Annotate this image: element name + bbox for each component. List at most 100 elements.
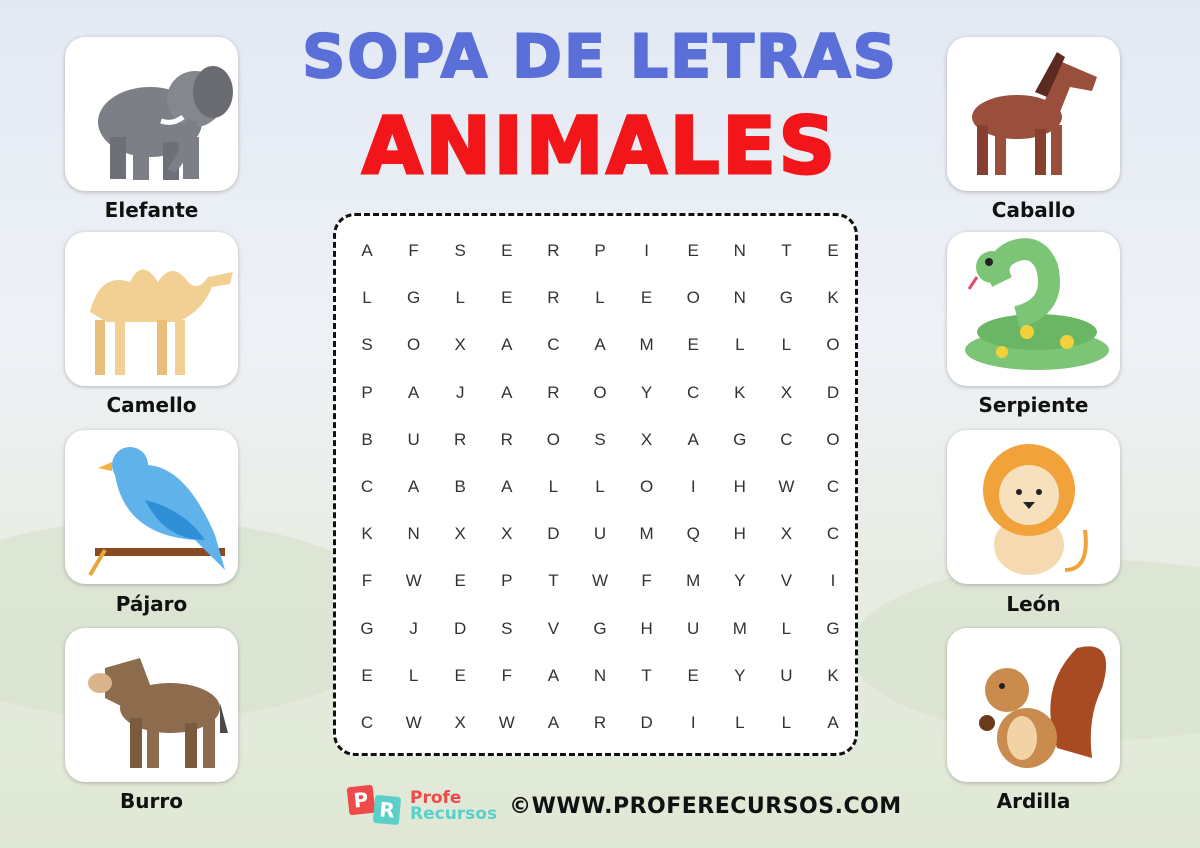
grid-letter[interactable]: U bbox=[593, 524, 607, 544]
grid-letter[interactable]: P bbox=[501, 571, 513, 591]
grid-letter[interactable]: R bbox=[547, 382, 560, 402]
grid-letter[interactable]: X bbox=[780, 524, 793, 544]
grid-letter[interactable]: T bbox=[781, 241, 792, 260]
grid-letter[interactable]: W bbox=[591, 571, 609, 591]
grid-letter[interactable]: X bbox=[780, 382, 793, 402]
grid-letter[interactable]: D bbox=[640, 713, 653, 732]
grid-letter[interactable]: F bbox=[501, 665, 512, 685]
grid-letter[interactable]: I bbox=[690, 713, 696, 732]
grid-letter[interactable]: Y bbox=[734, 571, 746, 591]
grid-letter[interactable]: A bbox=[361, 241, 373, 260]
grid-letter[interactable]: T bbox=[548, 571, 559, 591]
grid-letter[interactable]: W bbox=[778, 477, 795, 496]
grid-letter[interactable]: L bbox=[781, 713, 792, 732]
grid-letter[interactable]: C bbox=[687, 382, 700, 402]
grid-letter[interactable]: O bbox=[686, 288, 700, 308]
grid-letter[interactable]: C bbox=[826, 477, 840, 496]
grid-letter[interactable]: G bbox=[826, 618, 840, 638]
grid-letter[interactable]: G bbox=[406, 288, 421, 308]
grid-letter[interactable]: K bbox=[827, 288, 839, 308]
grid-letter[interactable]: X bbox=[640, 429, 653, 449]
grid-letter[interactable]: B bbox=[454, 477, 466, 496]
grid-letter[interactable]: C bbox=[826, 524, 840, 544]
grid-letter[interactable]: L bbox=[548, 477, 559, 496]
grid-letter[interactable]: D bbox=[826, 382, 840, 402]
grid-letter[interactable]: R bbox=[454, 429, 467, 449]
grid-letter[interactable]: H bbox=[733, 477, 746, 496]
grid-letter[interactable]: E bbox=[687, 241, 699, 260]
grid-letter[interactable]: C bbox=[780, 429, 793, 449]
grid-letter[interactable]: F bbox=[641, 571, 652, 591]
grid-letter[interactable]: L bbox=[595, 477, 605, 496]
grid-letter[interactable]: S bbox=[594, 429, 606, 449]
grid-letter[interactable]: Y bbox=[640, 382, 653, 402]
grid-letter[interactable]: N bbox=[733, 241, 746, 260]
grid-letter[interactable]: C bbox=[360, 477, 374, 496]
grid-letter[interactable]: T bbox=[641, 665, 652, 685]
grid-letter[interactable]: Q bbox=[686, 524, 700, 544]
grid-letter[interactable]: E bbox=[640, 288, 653, 308]
grid-letter[interactable]: G bbox=[360, 618, 374, 638]
grid-letter[interactable]: O bbox=[406, 335, 421, 355]
grid-letter[interactable]: A bbox=[501, 382, 513, 402]
grid-letter[interactable]: N bbox=[593, 665, 607, 685]
grid-letter[interactable]: A bbox=[407, 477, 420, 496]
grid-letter[interactable]: L bbox=[455, 288, 465, 308]
grid-letter[interactable]: I bbox=[644, 241, 649, 260]
grid-letter[interactable]: U bbox=[687, 618, 700, 638]
grid-letter[interactable]: D bbox=[454, 618, 467, 638]
grid-letter[interactable]: E bbox=[454, 665, 466, 685]
grid-letter[interactable]: J bbox=[455, 382, 465, 402]
grid-letter[interactable]: V bbox=[547, 618, 560, 638]
grid-letter[interactable]: K bbox=[361, 524, 373, 544]
grid-letter[interactable]: R bbox=[593, 713, 607, 732]
grid-letter[interactable]: P bbox=[594, 241, 606, 260]
grid-letter[interactable]: G bbox=[733, 429, 747, 449]
grid-letter[interactable]: S bbox=[501, 618, 513, 638]
grid-letter[interactable]: H bbox=[733, 524, 746, 544]
grid-letter[interactable]: L bbox=[408, 665, 419, 685]
grid-letter[interactable]: W bbox=[405, 713, 422, 732]
grid-letter[interactable]: X bbox=[454, 524, 466, 544]
grid-letter[interactable]: J bbox=[409, 618, 418, 638]
grid-letter[interactable]: F bbox=[361, 571, 373, 591]
grid-letter[interactable]: X bbox=[454, 335, 466, 355]
grid-letter[interactable]: N bbox=[407, 524, 420, 544]
grid-letter[interactable]: M bbox=[732, 618, 747, 638]
grid-letter[interactable]: A bbox=[501, 335, 513, 355]
grid-letter[interactable]: A bbox=[547, 713, 560, 732]
grid-letter[interactable]: G bbox=[593, 618, 607, 638]
grid-letter[interactable]: L bbox=[735, 713, 745, 732]
grid-letter[interactable]: R bbox=[500, 429, 513, 449]
website-url[interactable]: ©WWW.PROFERECURSOS.COM bbox=[509, 794, 902, 819]
grid-letter[interactable]: L bbox=[781, 618, 792, 638]
grid-letter[interactable]: E bbox=[501, 241, 513, 260]
grid-letter[interactable]: L bbox=[735, 335, 745, 355]
grid-letter[interactable]: K bbox=[827, 665, 839, 685]
grid-letter[interactable]: K bbox=[734, 382, 746, 402]
grid-letter[interactable]: E bbox=[687, 665, 699, 685]
grid-letter[interactable]: Y bbox=[734, 665, 746, 685]
grid-letter[interactable]: X bbox=[454, 713, 466, 732]
grid-letter[interactable]: A bbox=[407, 382, 420, 402]
grid-letter[interactable]: E bbox=[361, 665, 373, 685]
grid-letter[interactable]: A bbox=[687, 429, 699, 449]
grid-letter[interactable]: P bbox=[361, 382, 373, 402]
grid-letter[interactable]: H bbox=[640, 618, 653, 638]
grid-letter[interactable]: I bbox=[830, 571, 836, 591]
grid-letter[interactable]: S bbox=[454, 241, 466, 260]
grid-letter[interactable]: E bbox=[454, 571, 466, 591]
grid-letter[interactable]: U bbox=[780, 665, 793, 685]
grid-letter[interactable]: O bbox=[593, 382, 607, 402]
grid-letter[interactable]: E bbox=[501, 288, 513, 308]
grid-letter[interactable]: R bbox=[547, 241, 560, 260]
grid-letter[interactable]: M bbox=[686, 571, 701, 591]
grid-letter[interactable]: F bbox=[408, 241, 419, 260]
grid-letter[interactable]: U bbox=[407, 429, 420, 449]
grid-letter[interactable]: C bbox=[547, 335, 560, 355]
grid-letter[interactable]: A bbox=[547, 665, 560, 685]
grid-letter[interactable]: L bbox=[362, 288, 372, 308]
grid-letter[interactable]: B bbox=[361, 429, 373, 449]
grid-letter[interactable]: I bbox=[690, 477, 696, 496]
grid-letter[interactable]: W bbox=[498, 713, 515, 732]
